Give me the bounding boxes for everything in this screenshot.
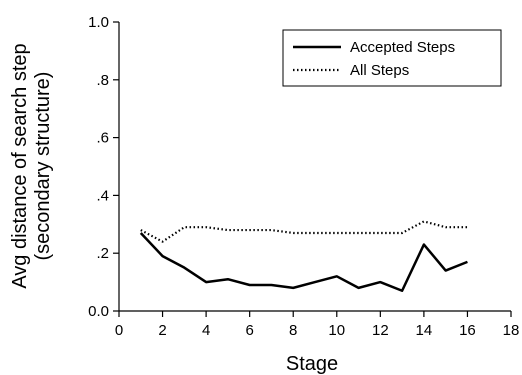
y-tick-label: .4 <box>96 187 109 204</box>
x-tick-label: 12 <box>372 322 389 339</box>
legend-label-all-steps: All Steps <box>350 62 409 79</box>
y-axis-title-line-1: Avg distance of search step <box>9 43 31 288</box>
y-axis-title-line-2: (secondary structure) <box>32 72 54 261</box>
x-tick-label: 0 <box>115 322 123 339</box>
x-tick-label: 10 <box>328 322 345 339</box>
y-ticks: 0.0 .2 .4 .6 .8 1.0 <box>88 14 119 320</box>
y-tick-label: .2 <box>96 245 109 262</box>
series-line-all-steps <box>140 220 468 243</box>
x-tick-label: 4 <box>202 322 210 339</box>
series-layer <box>139 220 468 293</box>
plot-area: 0.0 .2 .4 .6 .8 1.0 0 2 4 6 8 10 12 14 16 18 <box>88 14 519 339</box>
y-tick-label: .6 <box>96 130 109 147</box>
x-tick-label: 14 <box>416 322 433 339</box>
x-tick-label: 2 <box>158 322 166 339</box>
x-axis-title: Stage <box>286 353 338 375</box>
x-ticks: 0 2 4 6 8 10 12 14 16 18 <box>115 311 520 339</box>
legend-box <box>282 29 502 87</box>
legend-label-accepted-steps: Accepted Steps <box>350 39 455 56</box>
x-tick-label: 16 <box>459 322 476 339</box>
y-tick-label: 0.0 <box>88 303 109 320</box>
x-tick-label: 8 <box>289 322 297 339</box>
y-tick-label: 1.0 <box>88 14 109 31</box>
x-tick-label: 6 <box>245 322 253 339</box>
x-tick-label: 18 <box>503 322 520 339</box>
y-tick-label: .8 <box>96 72 109 89</box>
legend: Accepted Steps All Steps <box>282 29 502 87</box>
series-line-accepted-steps <box>139 232 468 293</box>
